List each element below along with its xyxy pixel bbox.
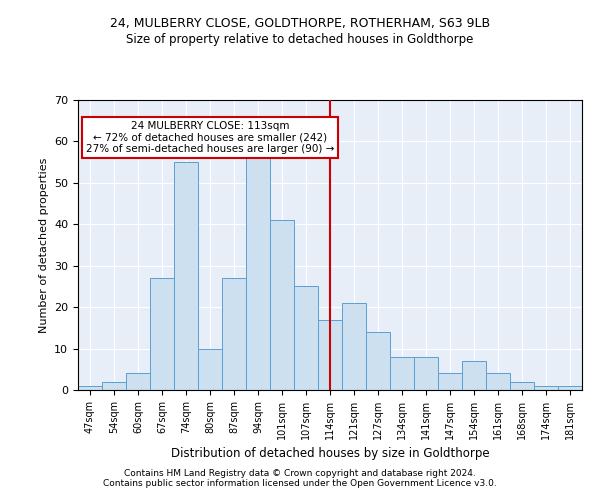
Bar [78, 386, 102, 390]
X-axis label: Distribution of detached houses by size in Goldthorpe: Distribution of detached houses by size … [170, 448, 490, 460]
Bar [534, 386, 558, 390]
Text: Contains public sector information licensed under the Open Government Licence v3: Contains public sector information licen… [103, 478, 497, 488]
Bar [438, 374, 462, 390]
Bar [390, 357, 414, 390]
Bar [174, 162, 198, 390]
Y-axis label: Number of detached properties: Number of detached properties [38, 158, 49, 332]
Bar [366, 332, 390, 390]
Bar [462, 361, 486, 390]
Text: Contains HM Land Registry data © Crown copyright and database right 2024.: Contains HM Land Registry data © Crown c… [124, 468, 476, 477]
Bar [126, 374, 150, 390]
Bar [222, 278, 246, 390]
Bar [198, 348, 222, 390]
Bar [510, 382, 534, 390]
Text: Size of property relative to detached houses in Goldthorpe: Size of property relative to detached ho… [127, 32, 473, 46]
Text: 24, MULBERRY CLOSE, GOLDTHORPE, ROTHERHAM, S63 9LB: 24, MULBERRY CLOSE, GOLDTHORPE, ROTHERHA… [110, 18, 490, 30]
Bar [150, 278, 174, 390]
Bar [318, 320, 342, 390]
Text: 24 MULBERRY CLOSE: 113sqm
← 72% of detached houses are smaller (242)
27% of semi: 24 MULBERRY CLOSE: 113sqm ← 72% of detac… [86, 120, 334, 154]
Bar [246, 154, 270, 390]
Bar [558, 386, 582, 390]
Bar [294, 286, 318, 390]
Bar [270, 220, 294, 390]
Bar [102, 382, 126, 390]
Bar [342, 303, 366, 390]
Bar [414, 357, 438, 390]
Bar [486, 374, 510, 390]
